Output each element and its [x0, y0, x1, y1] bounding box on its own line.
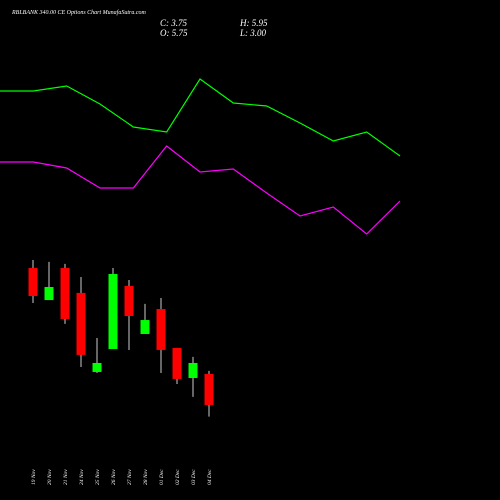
- high-label: H: 5.95: [239, 18, 268, 28]
- x-tick-label: 03 Dec: [191, 469, 197, 485]
- x-tick-label: 02 Dec: [175, 469, 181, 485]
- close-label: C: 3.75: [160, 18, 188, 28]
- x-tick-label: 01 Dec: [159, 469, 165, 485]
- candle-body: [60, 267, 70, 319]
- candle-body: [28, 267, 38, 297]
- candle-body: [92, 362, 102, 372]
- candle-body: [44, 287, 54, 301]
- indicator-line: [0, 145, 401, 235]
- candle-body: [108, 274, 118, 350]
- x-tick-label: 24 Nov: [78, 469, 85, 485]
- candle-body: [204, 373, 214, 405]
- x-tick-label: 28 Nov: [143, 469, 149, 485]
- open-label: O: 5.75: [160, 28, 188, 38]
- candle-body: [124, 285, 134, 317]
- candle-body: [156, 309, 166, 350]
- chart-title: RBLBANK 340.00 CE Options Chart MunafaSu…: [11, 9, 147, 16]
- x-tick-label: 20 Nov: [47, 469, 53, 485]
- x-tick-label: 19 Nov: [31, 469, 37, 485]
- x-tick-label: 21 Nov: [63, 469, 69, 485]
- candle-body: [188, 362, 198, 379]
- x-tick-label: 25 Nov: [95, 469, 101, 485]
- candle-body: [172, 347, 182, 379]
- candle-body: [140, 320, 150, 334]
- indicator-line: [0, 78, 401, 157]
- candle-body: [76, 292, 86, 355]
- x-tick-label: 27 Nov: [127, 469, 133, 485]
- x-tick-label: 04 Dec: [206, 469, 213, 485]
- x-tick-label: 26 Nov: [111, 469, 117, 485]
- low-label: L: 3.00: [239, 28, 267, 38]
